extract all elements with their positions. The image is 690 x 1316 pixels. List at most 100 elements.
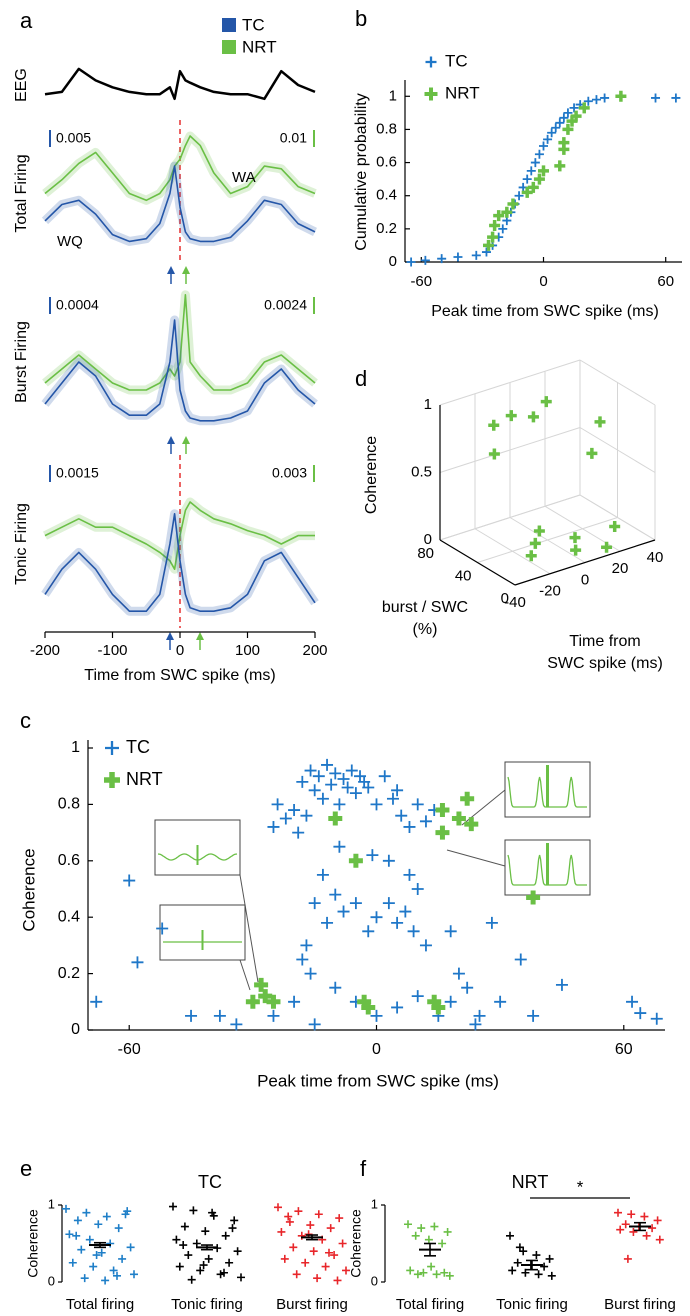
- firing-trace: [44, 135, 316, 202]
- y-axis-label: Coherence: [19, 848, 38, 931]
- data-point: [97, 1248, 106, 1257]
- data-point: [451, 811, 466, 826]
- data-point: [554, 160, 566, 172]
- data-point: [532, 1251, 541, 1260]
- data-point: [461, 981, 474, 994]
- data-point: [292, 1270, 301, 1279]
- data-point: [94, 1220, 103, 1229]
- data-point: [312, 770, 325, 783]
- peak-arrow-head: [182, 436, 190, 444]
- x-axis-label: SWC spike (ms): [547, 655, 663, 672]
- data-point: [391, 916, 404, 929]
- data-point: [526, 166, 536, 176]
- data-point: [297, 1231, 306, 1240]
- y-tick-label: 0: [48, 1273, 55, 1288]
- panel-label: e: [20, 1156, 32, 1181]
- y-axis-label: Coherence: [348, 1209, 364, 1278]
- data-point: [230, 1018, 243, 1031]
- peak-arrow-head: [196, 632, 204, 640]
- data-point: [90, 995, 103, 1008]
- data-point: [382, 897, 395, 910]
- data-point: [179, 1241, 188, 1250]
- data-point: [453, 252, 463, 262]
- data-point: [498, 224, 508, 234]
- x-tick-label: 60: [615, 1041, 633, 1058]
- data-point: [424, 1235, 433, 1244]
- data-point: [515, 1243, 524, 1252]
- data-point: [370, 798, 383, 811]
- legend-marker: [105, 741, 119, 755]
- data-point: [386, 792, 399, 805]
- data-point: [417, 1224, 426, 1233]
- data-point: [615, 90, 627, 102]
- data-point: [114, 1224, 123, 1233]
- data-point: [267, 820, 280, 833]
- x-tick-label: -60: [410, 273, 432, 290]
- data-point: [321, 1262, 330, 1271]
- data-point: [494, 995, 507, 1008]
- data-point: [551, 123, 561, 133]
- y-tick-label: 0.4: [376, 187, 397, 204]
- data-point: [306, 1221, 315, 1230]
- data-point: [370, 1009, 383, 1022]
- z-axis-label: Coherence: [363, 436, 380, 514]
- data-point: [525, 550, 537, 562]
- data-point: [547, 128, 557, 138]
- peak-arrow-head: [167, 266, 175, 274]
- inset-connector: [239, 874, 259, 983]
- legend-swatch: [222, 18, 236, 32]
- data-point: [621, 1220, 630, 1229]
- y-tick-label: 0: [371, 1273, 378, 1288]
- data-point: [435, 825, 450, 840]
- data-point: [201, 1227, 210, 1236]
- data-point: [348, 853, 363, 868]
- data-point: [308, 897, 321, 910]
- data-point: [527, 181, 539, 193]
- data-point: [507, 198, 519, 210]
- data-point: [391, 784, 404, 797]
- x-tick-label: -200: [30, 642, 60, 659]
- legend-marker: [424, 87, 438, 101]
- data-point: [342, 1266, 350, 1275]
- significance-label: *: [577, 1177, 584, 1196]
- y-tick-label: 1: [71, 739, 80, 756]
- data-point: [547, 1271, 556, 1280]
- data-point: [445, 1271, 454, 1280]
- firing-trace: [44, 513, 316, 612]
- y-tick-label: 0: [501, 590, 509, 607]
- annotation: WQ: [57, 233, 83, 250]
- grid-line: [579, 427, 656, 473]
- data-point: [406, 257, 416, 267]
- grid-line: [579, 494, 656, 541]
- data-point: [529, 537, 541, 549]
- data-point: [469, 1018, 482, 1031]
- firing-trace: [44, 165, 316, 243]
- data-point: [280, 1254, 289, 1263]
- data-point: [395, 809, 408, 822]
- data-point: [629, 1227, 638, 1236]
- data-point: [313, 1274, 322, 1283]
- legend-label: TC: [242, 15, 265, 34]
- data-point: [533, 173, 545, 185]
- data-point: [192, 1239, 201, 1248]
- x-tick-label: Tonic firing: [496, 1296, 568, 1313]
- legend-label: NRT: [445, 83, 480, 102]
- data-point: [220, 1268, 228, 1277]
- data-point: [404, 1220, 412, 1229]
- data-point: [600, 93, 610, 103]
- z-tick-label: 0: [424, 531, 432, 548]
- z-tick-label: 1: [424, 396, 432, 413]
- peak-arrow-head: [166, 632, 174, 640]
- peak-arrow-head: [182, 266, 190, 274]
- data-point: [72, 1231, 81, 1240]
- confidence-band: [41, 315, 318, 426]
- data-point: [481, 247, 491, 257]
- data-point: [452, 967, 465, 980]
- data-point: [121, 1210, 130, 1219]
- data-point: [411, 1231, 420, 1240]
- data-point: [228, 1224, 237, 1233]
- data-point: [530, 158, 540, 168]
- data-point: [648, 1224, 657, 1233]
- y-tick-label: 0.2: [58, 965, 80, 982]
